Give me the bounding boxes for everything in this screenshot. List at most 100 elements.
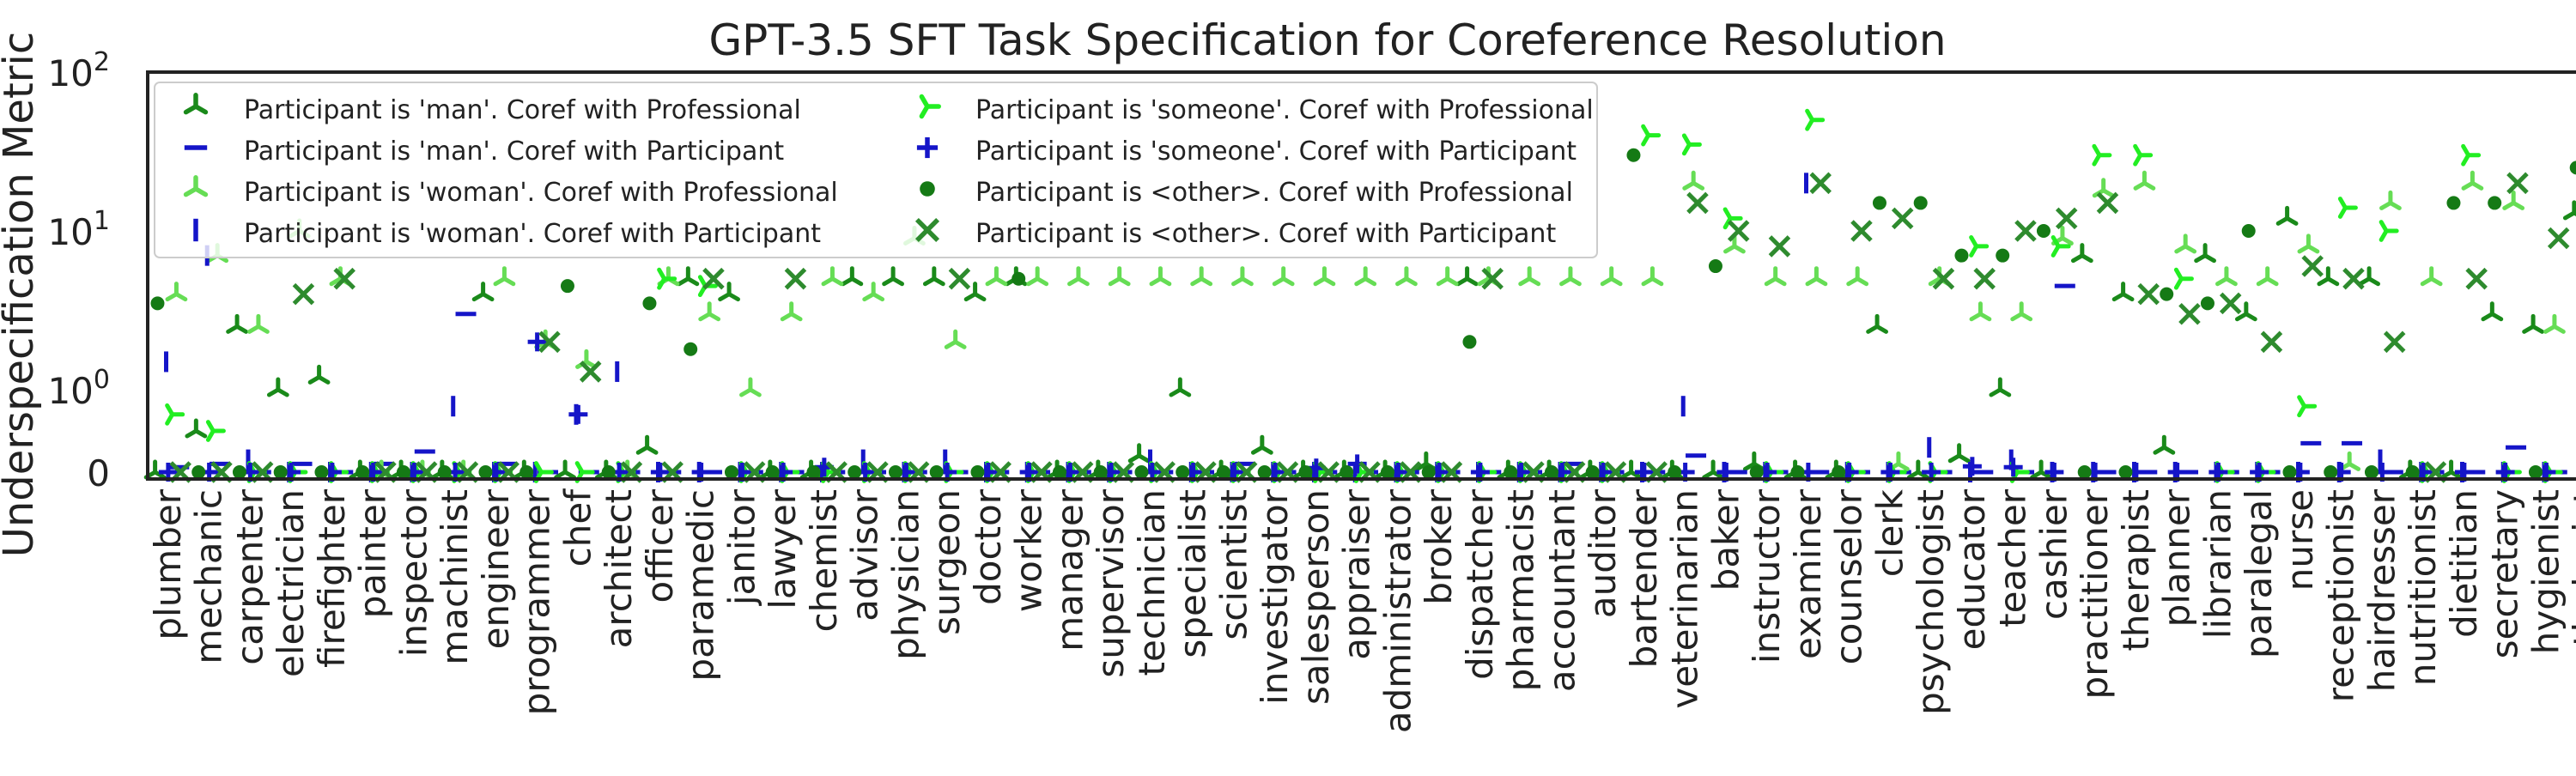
data-point-s2-25 [1190, 266, 1213, 287]
x-tick-label-nurse: nurse [2279, 489, 2321, 591]
data-point-s6-16 [806, 465, 821, 479]
data-point-s4-48 [2133, 143, 2154, 167]
data-point-s6-27 [1257, 465, 1272, 479]
x-tick-label-scientist: scientist [1212, 489, 1255, 640]
data-point-s0-3 [266, 377, 289, 397]
data-point-s0-36 [1619, 459, 1643, 480]
data-point-s6-22 [1052, 465, 1066, 479]
data-point-s2-54 [2379, 190, 2402, 210]
data-point-s2-27 [1272, 266, 1295, 287]
x-tick-label-architect: architect [598, 489, 640, 648]
data-point-s6-53 [2324, 465, 2338, 479]
data-point-s4-37 [1681, 133, 1702, 156]
data-point-s6-37 [1668, 465, 1682, 479]
data-point-s0-52 [2275, 205, 2299, 226]
data-point-s4-52 [2297, 395, 2318, 418]
data-point-s6-50 [2200, 296, 2215, 311]
data-point-s5-10 [568, 404, 588, 424]
data-point-s7-51 [2260, 330, 2283, 354]
data-point-s6-29 [1340, 465, 1354, 479]
data-point-s6-28 [1298, 465, 1313, 479]
data-point-s7-54 [2383, 330, 2406, 354]
data-point-s6-51 [2241, 224, 2256, 238]
data-point-s6-26 [1216, 465, 1230, 479]
legend: Participant is 'man'. Coref with Profess… [154, 82, 1598, 258]
data-point-s7-41 [1850, 220, 1873, 242]
data-point-s7-13 [702, 267, 725, 290]
data-point-s4-49 [2173, 267, 2194, 290]
data-point-s7-9 [538, 330, 561, 354]
data-point-s6-15 [765, 465, 780, 479]
x-tick-label-pathologist: pathologist [2566, 489, 2576, 691]
data-point-s2-29 [1354, 266, 1377, 287]
x-tick-label-officer: officer [639, 488, 681, 603]
data-point-s6-2 [232, 465, 246, 479]
legend-marker-6 [920, 181, 935, 197]
data-point-s2-26 [1231, 266, 1254, 287]
x-tick-label-surgeon: surgeon [926, 489, 968, 635]
data-point-s6-13 [683, 342, 698, 356]
data-point-s6-35 [1585, 465, 1600, 479]
data-point-s4-12 [657, 267, 677, 290]
legend-box [154, 82, 1598, 258]
data-point-s2-21 [1026, 266, 1049, 287]
x-tick-label-planner: planner [2156, 488, 2198, 627]
data-point-s6-18 [888, 465, 902, 479]
data-point-s6-41 [1832, 465, 1846, 479]
data-point-s0-57 [2481, 301, 2504, 322]
legend-marker-4 [919, 94, 941, 119]
data-point-s4-54 [2379, 220, 2399, 242]
data-point-s4-40 [1805, 108, 1826, 131]
x-tick-label-nutritionist: nutritionist [2402, 489, 2444, 686]
data-point-s6-20 [970, 465, 985, 479]
x-tick-label-inspector: inspector [392, 488, 434, 657]
plot-frame [146, 70, 2576, 481]
x-tick-label-counselor: counselor [1828, 488, 1870, 664]
legend-marker-0 [183, 93, 209, 115]
axis-ticks: 0 100 101 102 plumbermechaniccarpenterelectr… [47, 47, 2576, 733]
y-tick-label-2: 101 [47, 206, 110, 253]
x-tick-label-manager: manager [1048, 488, 1091, 652]
data-point-s2-57 [2502, 190, 2525, 210]
legend-marker-5 [916, 136, 939, 159]
data-point-s2-19 [944, 329, 967, 349]
x-tick-label-doctor: doctor [967, 488, 1009, 605]
x-tick-label-painter: painter [352, 488, 394, 618]
data-point-s0-13 [677, 266, 700, 287]
data-point-s6-14 [724, 465, 738, 479]
data-point-s4-36 [1641, 124, 1662, 147]
data-point-s7-39 [1768, 235, 1791, 258]
data-point-s2-8 [493, 266, 516, 287]
data-point-s0-56 [2439, 459, 2463, 480]
data-point-s6-40 [1790, 465, 1805, 479]
x-tick-label-hygienist: hygienist [2524, 489, 2567, 654]
legend-label-2: Participant is 'woman'. Coref with Profe… [244, 178, 838, 208]
data-point-s6-31 [1421, 465, 1436, 479]
data-point-s7-52 [2301, 255, 2324, 277]
legend-label-4: Participant is 'someone'. Coref with Pro… [975, 95, 1594, 125]
data-point-s0-24 [1127, 443, 1151, 464]
x-tick-label-teacher: teacher [1992, 488, 2034, 627]
data-point-s7-42 [1891, 207, 1914, 230]
data-point-s4-46 [2050, 235, 2071, 258]
data-point-s2-14 [739, 377, 762, 397]
x-tick-label-baker: baker [1704, 488, 1747, 591]
data-point-s6-55 [2405, 465, 2420, 479]
data-point-s0-27 [1250, 434, 1273, 455]
data-point-s0-48 [2111, 282, 2135, 302]
data-point-s2-33 [1518, 266, 1541, 287]
x-tick-label-janitor: janitor [720, 488, 762, 606]
x-tick-label-chemist: chemist [803, 489, 845, 632]
data-point-s0-2 [226, 313, 248, 334]
data-point-s6-39 [1749, 465, 1764, 479]
data-point-s2-0 [165, 282, 188, 302]
data-point-s7-44 [1973, 267, 1996, 290]
x-tick-label-pharmacist: pharmacist [1500, 489, 1542, 691]
data-point-s7-49 [2178, 302, 2201, 325]
data-point-s6-24 [1134, 465, 1149, 479]
legend-marker-7 [914, 217, 940, 243]
data-point-s6-1 [191, 465, 206, 479]
data-point-s7-56 [2465, 267, 2488, 290]
data-point-s2-50 [2215, 266, 2238, 287]
